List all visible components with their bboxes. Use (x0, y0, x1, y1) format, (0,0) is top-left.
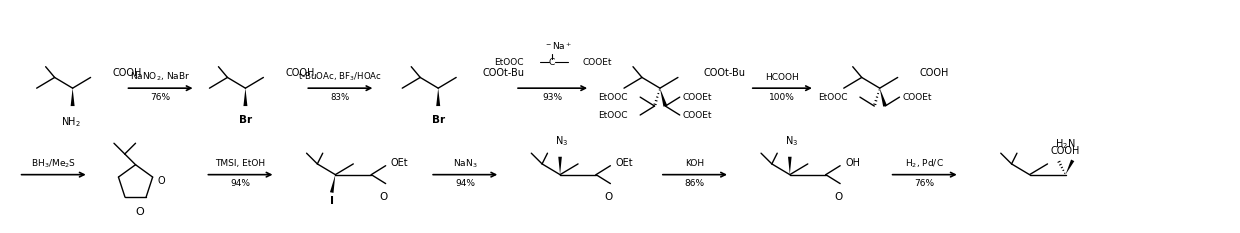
Text: NaNO$_2$, NaBr: NaNO$_2$, NaBr (130, 71, 191, 83)
Text: $^-$Na$^+$: $^-$Na$^+$ (544, 41, 572, 52)
Text: N$_3$: N$_3$ (556, 134, 569, 148)
Text: O: O (135, 207, 145, 217)
Text: TMSI, EtOH: TMSI, EtOH (216, 159, 265, 168)
Text: BH$_3$/Me$_2$S: BH$_3$/Me$_2$S (31, 158, 76, 170)
Text: COOH: COOH (1050, 146, 1080, 156)
Polygon shape (436, 88, 440, 106)
Text: 93%: 93% (543, 93, 563, 102)
Text: 94%: 94% (455, 179, 475, 188)
Polygon shape (558, 157, 562, 175)
Text: COOH: COOH (285, 69, 315, 79)
Text: I: I (330, 196, 334, 206)
Text: EtOOC: EtOOC (599, 93, 627, 102)
Text: H$_2$, Pd/C: H$_2$, Pd/C (905, 158, 944, 170)
Text: COOt-Bu: COOt-Bu (704, 69, 746, 79)
Text: KOH: KOH (686, 159, 704, 168)
Text: Br: Br (239, 115, 252, 125)
Text: COOH: COOH (113, 69, 141, 79)
Text: H$_2$N: H$_2$N (1055, 137, 1076, 151)
Text: COOEt: COOEt (683, 110, 712, 120)
Text: 83%: 83% (331, 93, 350, 102)
Text: EtOOC: EtOOC (599, 110, 627, 120)
Text: NH$_2$: NH$_2$ (61, 115, 81, 129)
Text: COOH: COOH (920, 69, 949, 79)
Text: NaN$_3$: NaN$_3$ (453, 158, 477, 170)
Text: OH: OH (846, 158, 861, 168)
Text: HCOOH: HCOOH (765, 73, 800, 82)
Text: O: O (604, 192, 613, 202)
Text: N$_3$: N$_3$ (785, 134, 799, 148)
Polygon shape (660, 88, 667, 107)
Text: 100%: 100% (769, 93, 795, 102)
Text: 94%: 94% (231, 179, 250, 188)
Text: O: O (379, 192, 388, 202)
Text: O: O (835, 192, 842, 202)
Text: COOEt: COOEt (582, 58, 611, 67)
Polygon shape (879, 88, 887, 107)
Text: EtOOC: EtOOC (495, 58, 525, 67)
Text: COOEt: COOEt (903, 93, 932, 102)
Polygon shape (1065, 160, 1074, 175)
Text: EtOOC: EtOOC (818, 93, 848, 102)
Polygon shape (71, 88, 74, 106)
Text: Br: Br (432, 115, 445, 125)
Polygon shape (330, 175, 335, 193)
Text: COOEt: COOEt (683, 93, 712, 102)
Text: t-BuOAc, BF$_3$/HOAc: t-BuOAc, BF$_3$/HOAc (299, 71, 382, 83)
Polygon shape (243, 88, 248, 106)
Text: C: C (549, 58, 556, 67)
Text: 86%: 86% (684, 179, 706, 188)
Text: OEt: OEt (615, 158, 634, 168)
Text: O: O (157, 176, 165, 186)
Text: OEt: OEt (391, 158, 408, 168)
Polygon shape (787, 157, 791, 175)
Text: 76%: 76% (915, 179, 935, 188)
Text: COOt-Bu: COOt-Bu (482, 69, 525, 79)
Text: 76%: 76% (150, 93, 171, 102)
